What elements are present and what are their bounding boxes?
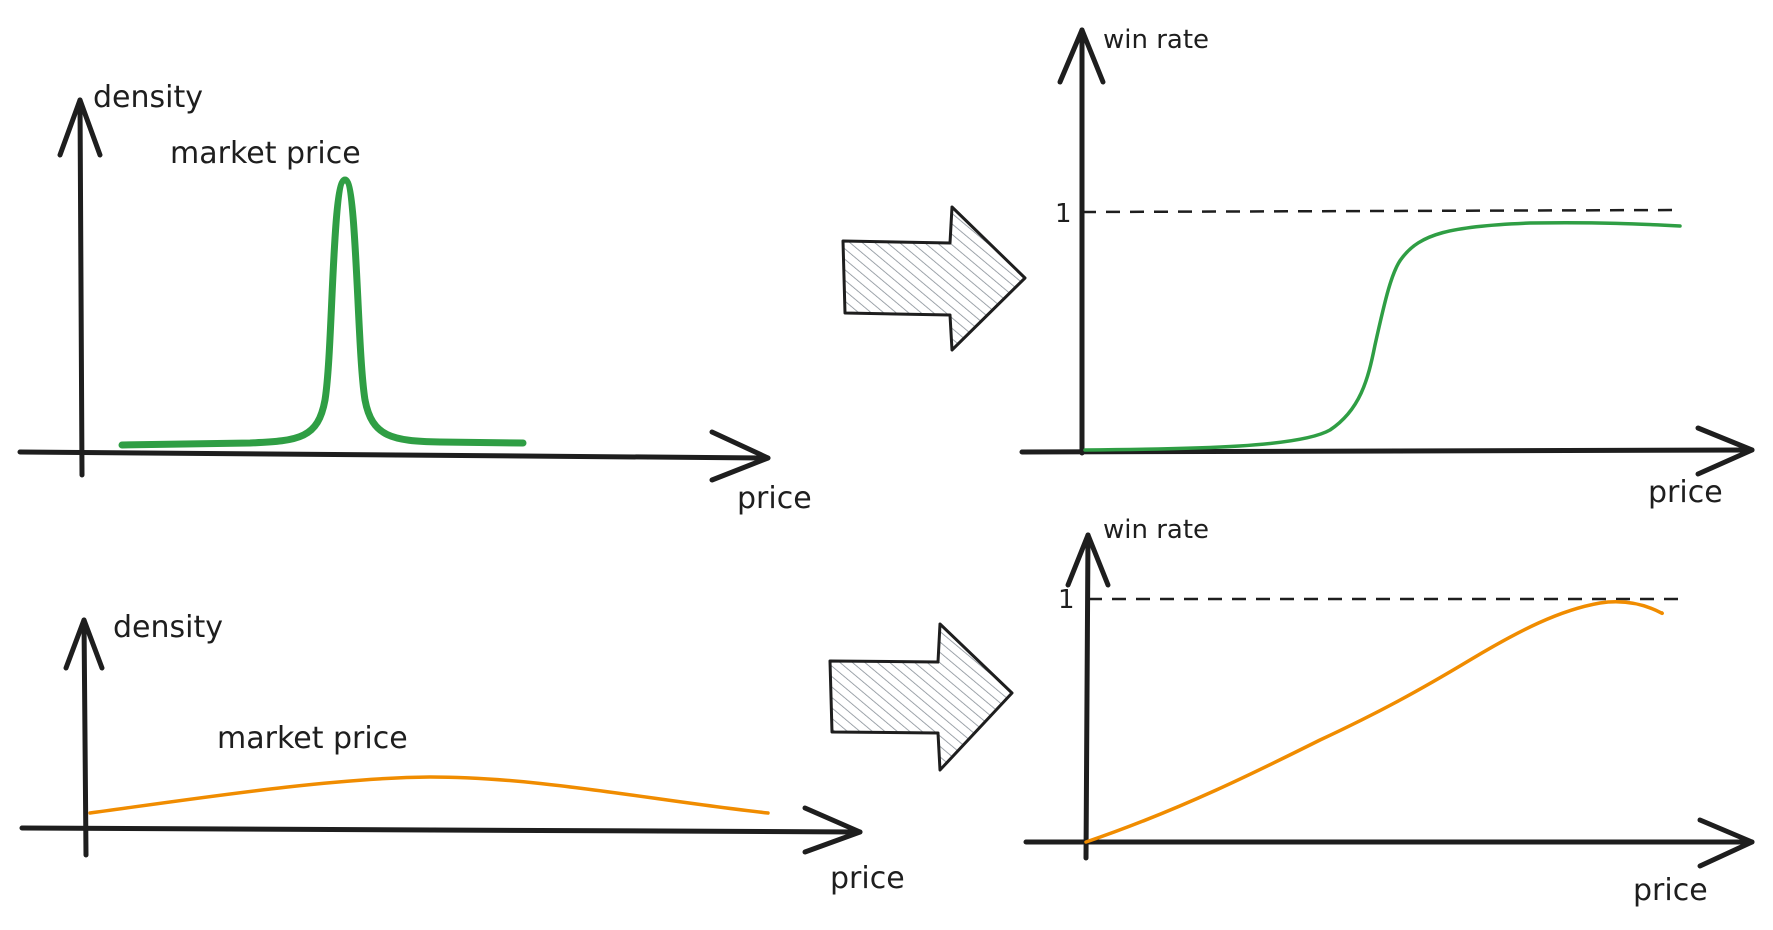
x-axis-arrowhead (1695, 425, 1755, 477)
win-rate-curve-gradual (1084, 600, 1664, 844)
y-axis-label: win rate (1103, 515, 1209, 545)
win-rate-curve-steep (1083, 220, 1682, 452)
x-axis-arrowhead (802, 805, 863, 855)
panel-bottom-left: density price market price (19, 610, 905, 896)
y-axis (1083, 532, 1091, 861)
density-curve-narrow (118, 176, 527, 449)
block-right-arrow-icon (841, 205, 1027, 352)
x-axis-label: price (737, 481, 812, 516)
y-axis-label: density (93, 80, 203, 115)
x-axis-arrowhead (1697, 817, 1755, 869)
x-axis-label: price (1648, 475, 1723, 510)
block-right-arrow-icon (828, 622, 1014, 772)
x-axis-label: price (830, 861, 905, 896)
y-axis-arrowhead (1065, 532, 1111, 588)
y-axis-label: win rate (1103, 25, 1209, 55)
y-axis (77, 97, 85, 478)
transform-arrow-bottom (828, 622, 1014, 772)
x-axis-label: price (1633, 873, 1708, 908)
curve-label: market price (170, 136, 361, 171)
y-axis-label: density (113, 610, 223, 645)
x-axis (1019, 447, 1755, 455)
y-tick-label-1: 1 (1058, 585, 1075, 615)
y-axis-arrowhead (63, 617, 105, 671)
win-rate-ceiling-line (1081, 208, 1681, 214)
curve-label: market price (217, 721, 408, 756)
transform-arrow-top (841, 205, 1027, 352)
density-curve-wide (88, 775, 770, 815)
panel-top-right: win rate price 1 (1019, 25, 1755, 510)
y-axis-arrowhead (1057, 27, 1106, 85)
panel-top-left: density price market price (17, 80, 812, 516)
x-axis-arrowhead (709, 429, 771, 483)
x-axis (17, 449, 771, 461)
x-axis (19, 825, 863, 835)
panel-bottom-right: win rate price 1 (1023, 515, 1755, 908)
y-tick-label-1: 1 (1055, 199, 1072, 229)
y-axis-arrowhead (57, 97, 103, 158)
y-axis (81, 617, 89, 858)
